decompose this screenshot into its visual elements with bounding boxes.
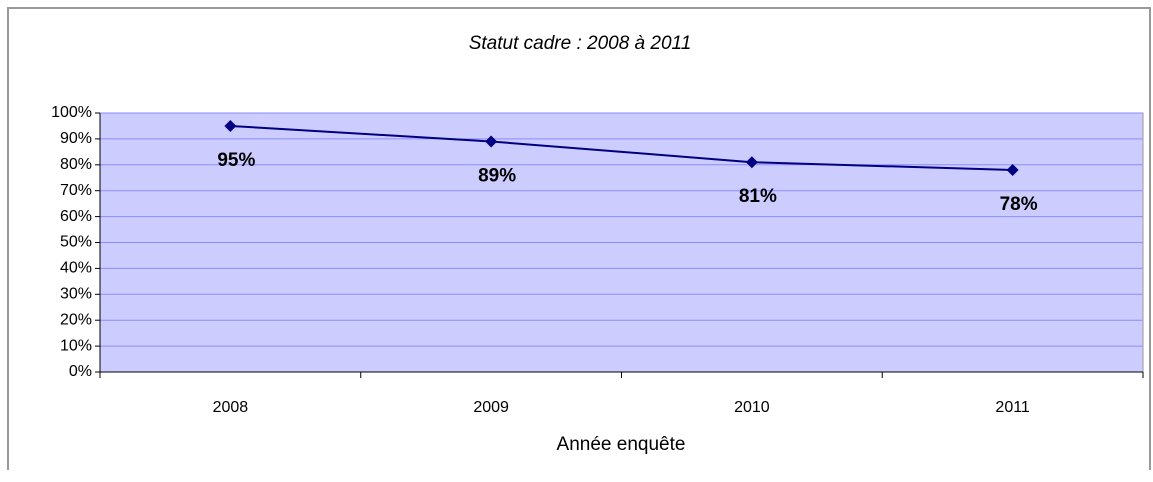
x-tick-label: 2010 <box>734 399 770 416</box>
data-label: 78% <box>1000 194 1038 215</box>
x-axis-label: Année enquête <box>557 434 686 455</box>
y-tick-label: 50% <box>60 234 92 251</box>
data-label: 95% <box>217 150 255 171</box>
y-tick-label: 30% <box>60 286 92 303</box>
data-label: 81% <box>739 186 777 207</box>
y-tick-label: 60% <box>60 208 92 225</box>
x-tick-label: 2011 <box>995 399 1030 416</box>
marker <box>224 119 237 132</box>
marker <box>745 156 758 169</box>
chart-border <box>7 7 1151 470</box>
marker <box>1006 163 1019 176</box>
data-label: 89% <box>478 166 516 187</box>
x-tick-label: 2008 <box>213 399 249 416</box>
chart-title: Statut cadre : 2008 à 2011 <box>469 33 692 54</box>
y-tick-label: 90% <box>60 130 92 147</box>
x-tick-label: 2009 <box>473 399 509 416</box>
y-tick-label: 100% <box>51 104 92 121</box>
y-tick-label: 10% <box>60 337 92 354</box>
y-tick-label: 40% <box>60 260 92 277</box>
y-tick-label: 20% <box>60 311 92 328</box>
marker <box>485 135 498 148</box>
line-series <box>230 124 1013 171</box>
y-tick-label: 0% <box>69 363 92 380</box>
y-tick-label: 80% <box>60 156 92 173</box>
y-tick-label: 70% <box>60 182 92 199</box>
